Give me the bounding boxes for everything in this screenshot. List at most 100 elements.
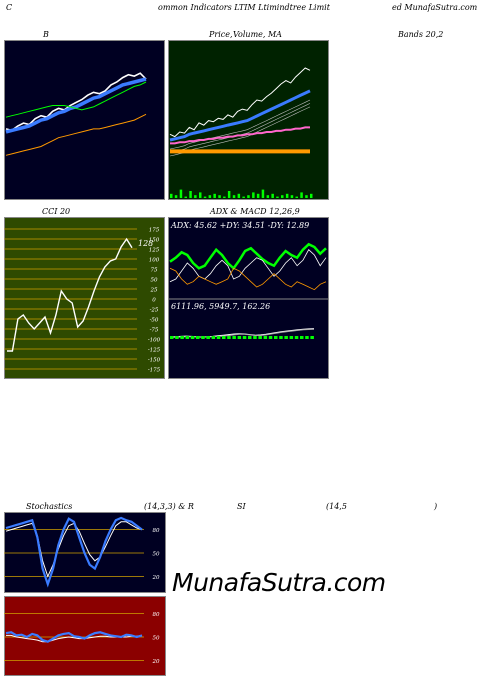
adx-line [169,242,327,271]
oscillator-tick-label: 50 [153,552,160,558]
b-panel [4,40,165,200]
volume-bar [203,196,207,198]
macd-histogram-bar [227,336,231,339]
macd-histogram-bar [279,336,283,339]
macd-histogram-bar [175,336,179,339]
volume-bar [213,193,216,198]
price-band-line [169,106,311,157]
macd-histogram-bar [305,336,309,339]
cci-tick-label: 100 [149,258,160,264]
price-band-line [169,99,311,150]
macd-histogram-bar [185,336,190,339]
cci-tick-label: 150 [149,238,160,244]
oscillator-tick-label: 20 [152,575,160,581]
volume-bar [256,193,260,198]
volume-bar [179,189,183,198]
volume-bar [242,196,245,198]
cci-line [7,237,133,352]
volume-bar [218,195,221,198]
price-panel-title-b: Volume, MA [233,30,282,39]
macd-histogram-bar [248,336,252,339]
volume-bar [310,193,313,198]
volume-bar [208,195,212,198]
volume-bar [295,196,298,198]
volume-bar [199,192,202,198]
macd-histogram-bar [180,336,184,339]
macd-histogram-bar [211,336,216,339]
volume-bar [237,193,241,198]
b-panel-title: B [43,30,49,39]
header-site: ed MunafaSutra.com [392,3,478,12]
stoch-title-mid: (14,3,3) & R [144,502,194,511]
stoch-title-left: Stochastics [26,502,73,511]
adx-panel-title: ADX & MACD 12,26,9 [210,207,300,216]
cci-tick-label: -175 [148,368,161,374]
macd-histogram-bar [289,336,294,339]
stoch-title-si: SI [237,502,246,511]
cci-tick-label: -150 [148,358,161,364]
cci-panel-title: CCI 20 [42,207,71,216]
volume-bar [290,195,294,198]
volume-bar [184,196,187,198]
cci-tick-label: -50 [150,318,159,324]
macd-histogram-bar [206,336,210,339]
price-ma2-line [170,126,310,145]
cci-tick-label: 0 [152,298,156,304]
macd-histogram-bar [196,336,200,339]
volume-bar [252,192,255,198]
macd-histogram-bar [232,336,236,339]
header-left: C [6,3,13,12]
volume-bar [271,193,274,198]
macd-histogram-bar [216,336,221,339]
cci-tick-label: 75 [151,268,158,274]
macd-histogram-bar [253,336,257,339]
stoch-title-right: (14,5 [326,502,347,511]
macd-histogram-bar [294,336,299,339]
cci-tick-label: -75 [150,328,159,334]
macd-stats: 6111.96, 5949.7, 162.26 [171,302,270,311]
oscillator-main-line [5,631,143,643]
b-lower-band-line [5,113,147,156]
oscillator-tick-label: 20 [152,659,160,665]
header-title: ommon Indicators LTIM Ltimindtree Limit [158,3,330,12]
macd-histogram-bar [268,336,273,339]
stoch-panel: 80 50 20 [4,512,166,593]
adx-panel: ADX: 45.62 +DY: 34.51 -DY: 12.89 6111.96… [168,217,329,379]
adx-stats: ADX: 45.62 +DY: 34.51 -DY: 12.89 [170,221,309,230]
volume-bar [276,196,279,198]
volume-bar [227,191,231,198]
volume-bar [300,192,303,198]
macd-histogram-bar [258,336,262,339]
plus-di-line [169,249,327,283]
volume-bar [232,195,236,198]
macd-histogram-bar [274,336,278,339]
macd-histogram-bar [284,336,288,339]
volume-bar [174,195,178,198]
volume-bar [305,195,308,198]
macd-histogram-bar [201,336,205,339]
macd-histogram-bar [170,336,174,339]
macd-histogram-bar [310,336,314,339]
oscillator-main-line [5,516,143,588]
b-upper-band-line [5,81,147,118]
cci-panel: 175 150 125 100 75 50 25 0 -25 -50 -75 -100 -125 -150… [4,217,165,379]
macd-histogram-bar [300,336,304,339]
cci-tick-label: -125 [148,348,161,354]
stoch-title-close: ) [434,502,438,511]
cci-tick-label: 50 [151,278,158,284]
price-panel [168,40,329,200]
volume-bar [189,191,192,198]
volume-bar [170,193,173,198]
volume-bar [261,189,265,198]
minus-di-line [169,267,327,291]
price-line [169,67,311,138]
macd-histogram-bar [263,336,268,339]
bands-title: Bands 20,2 [398,30,444,39]
macd-histogram-bar [242,336,247,339]
oscillator-tick-label: 80 [153,612,160,618]
volume-bar [281,195,284,198]
b-ma-line [5,77,147,134]
rsi-panel: 80 50 20 [4,596,166,676]
volume-bar [247,195,250,198]
oscillator-tick-label: 80 [153,528,160,534]
